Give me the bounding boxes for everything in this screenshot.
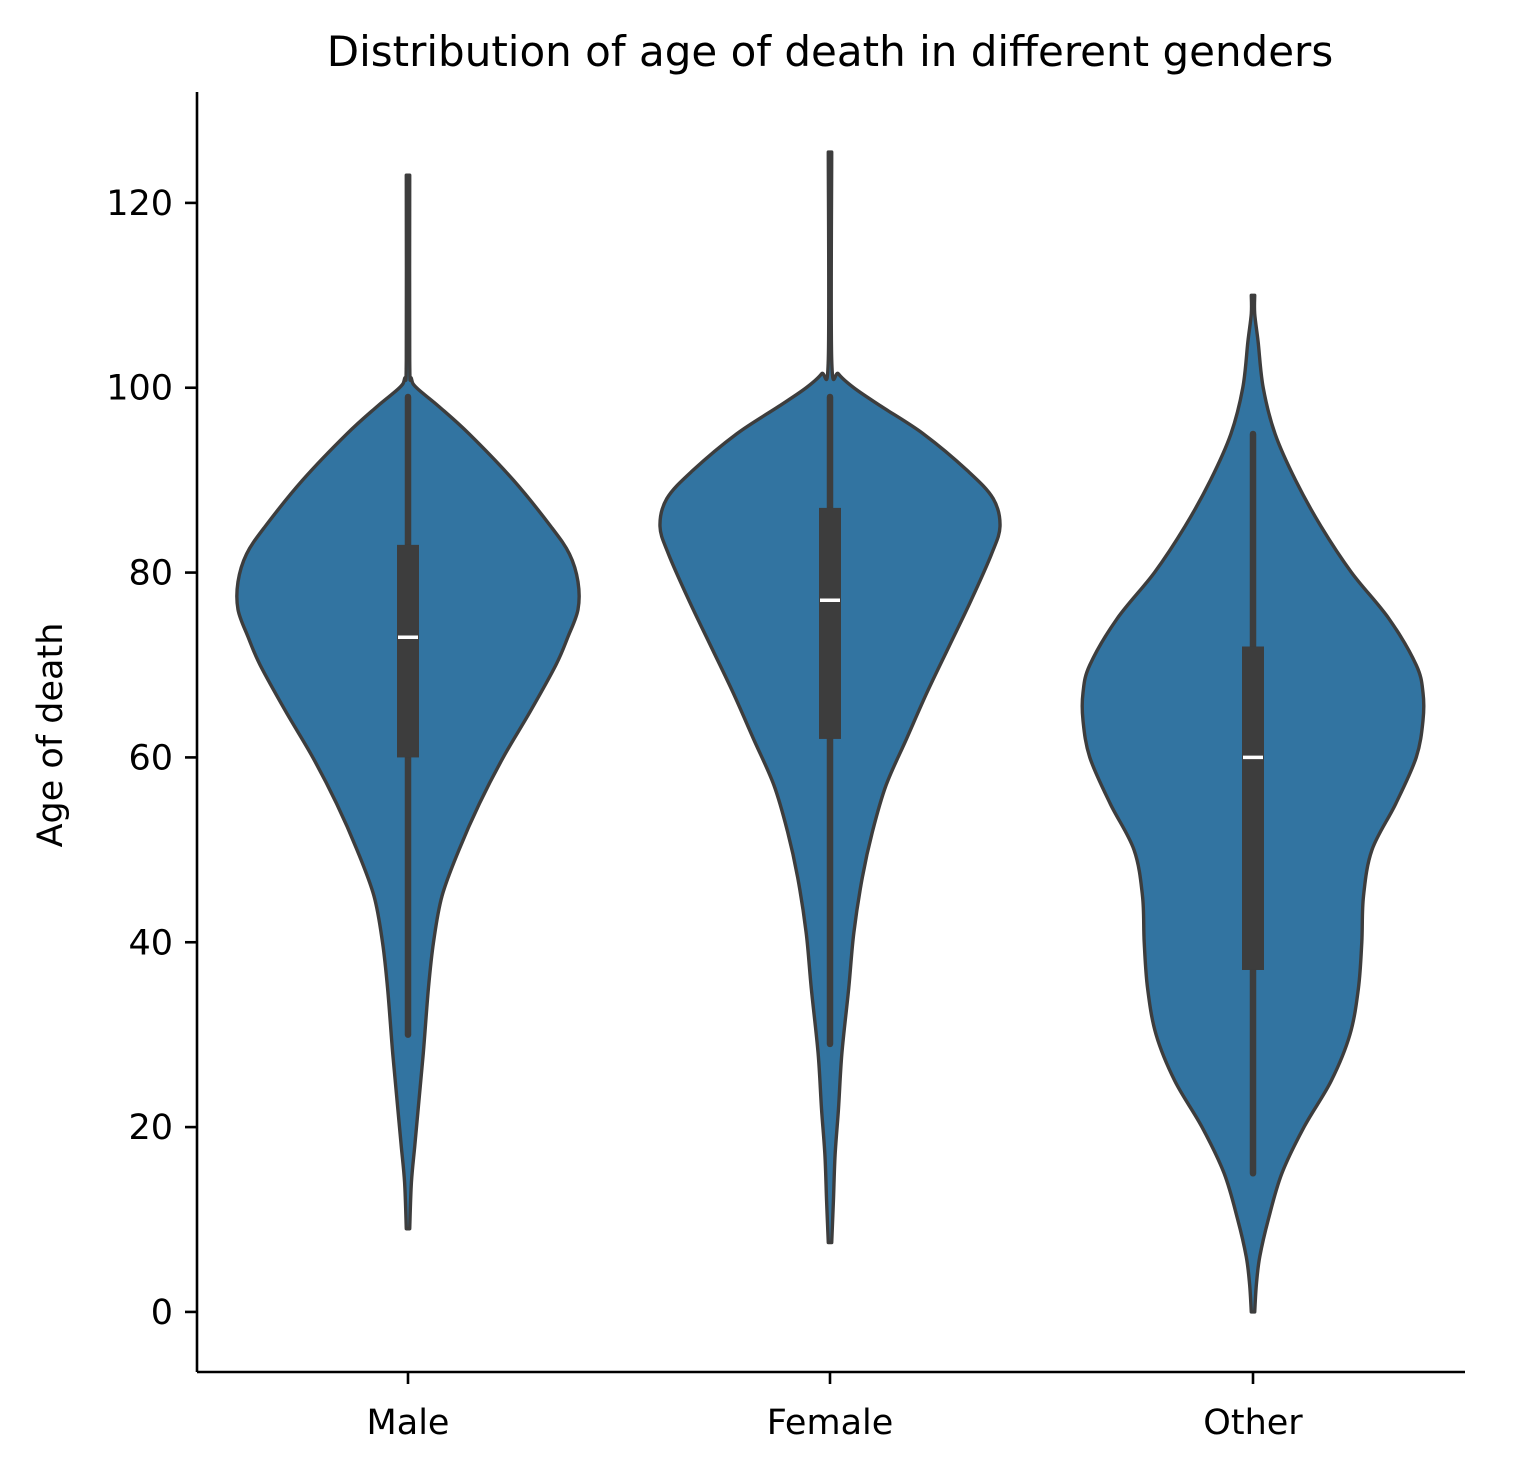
y-ticks-layer: 0 20 40 60 80 100 120 — [106, 184, 197, 1333]
y-tick-label: 80 — [128, 554, 173, 594]
y-tick-label: 120 — [106, 184, 173, 224]
y-tick-label: 40 — [128, 923, 173, 963]
chart-title: Distribution of age of death in differen… — [327, 27, 1333, 76]
violin-other — [1080, 293, 1426, 1314]
y-tick-label: 0 — [151, 1293, 173, 1333]
y-tick-label: 20 — [128, 1108, 173, 1148]
violins-layer — [235, 150, 1426, 1314]
iqr-box-female — [819, 507, 841, 739]
y-tick-label: 100 — [106, 369, 173, 409]
y-tick-label: 60 — [128, 738, 173, 778]
violin-female — [658, 150, 1002, 1245]
x-tick-label-other: Other — [1203, 1403, 1303, 1443]
iqr-box-other — [1242, 646, 1264, 970]
x-tick-label-male: Male — [367, 1403, 450, 1443]
y-axis-label: Age of death — [31, 623, 71, 848]
violin-male — [235, 173, 581, 1231]
x-tick-label-female: Female — [767, 1403, 894, 1443]
iqr-box-male — [397, 544, 419, 758]
x-ticks-layer: Male Female Other — [367, 1372, 1303, 1443]
